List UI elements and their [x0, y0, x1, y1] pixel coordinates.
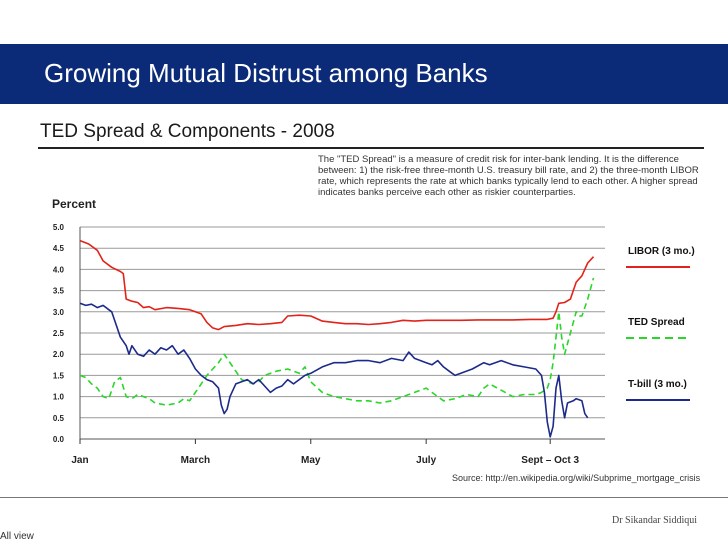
x-tick-label: Sept – Oct 3 — [521, 455, 579, 466]
legend-label-libor: LIBOR (3 mo.) — [628, 246, 695, 257]
y-tick-label: 4.5 — [53, 244, 65, 253]
footer-divider — [0, 497, 728, 498]
x-tick-label: July — [416, 455, 436, 466]
x-tick-label: May — [301, 455, 321, 466]
y-tick-label: 4.0 — [53, 265, 65, 274]
x-tick-label: March — [181, 455, 210, 466]
y-tick-label: 0.5 — [53, 414, 65, 423]
chart-title-rule — [38, 147, 704, 149]
y-tick-label: 0.0 — [53, 435, 65, 444]
legend-label-tbill: T-bill (3 mo.) — [628, 379, 687, 390]
title-bar — [0, 44, 728, 104]
legend-label-ted: TED Spread — [628, 317, 685, 328]
y-tick-label: 3.0 — [53, 308, 65, 317]
y-tick-label: 1.5 — [53, 371, 65, 380]
y-axis-label: Percent — [52, 197, 97, 211]
author-credit: Dr Sikandar Siddiqui — [612, 515, 697, 526]
x-tick-label: Jan — [71, 455, 88, 466]
source-citation: Source: http://en.wikipedia.org/wiki/Sub… — [452, 473, 701, 483]
chart-title: TED Spread & Components - 2008 — [40, 121, 335, 142]
ted-spread-note: The "TED Spread" is a measure of credit … — [318, 154, 699, 198]
y-tick-label: 3.5 — [53, 287, 65, 296]
y-tick-label: 2.5 — [53, 329, 65, 338]
y-tick-label: 5.0 — [53, 223, 65, 232]
series-line-libor — [79, 239, 595, 331]
view-label: All view — [0, 531, 34, 542]
series-line-ted — [79, 277, 595, 406]
page-title: Growing Mutual Distrust among Banks — [44, 58, 488, 88]
series-line-tbill — [79, 302, 589, 438]
y-tick-label: 1.0 — [53, 393, 65, 402]
y-tick-label: 2.0 — [53, 350, 65, 359]
